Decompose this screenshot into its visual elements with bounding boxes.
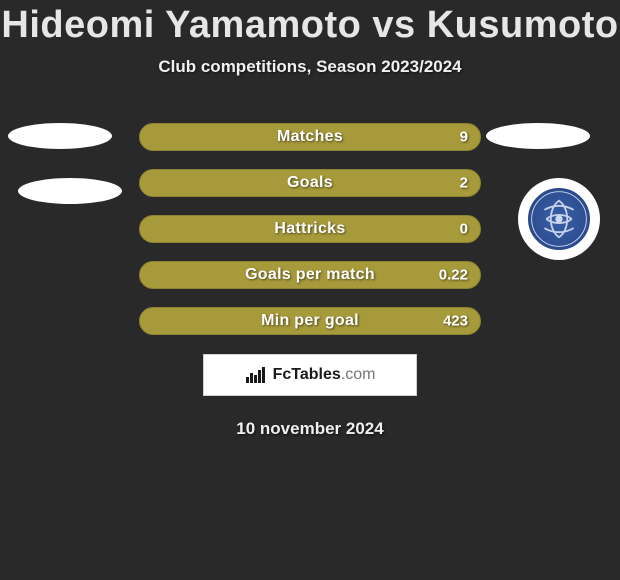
stat-row: Goals 2 [0,169,620,215]
brand-text: FcTables.com [273,366,376,384]
stat-bar: Min per goal 423 [139,307,481,335]
stat-bar: Goals per match 0.22 [139,261,481,289]
stat-label: Goals [287,174,333,192]
stat-label: Goals per match [245,266,375,284]
brand-text-suffix: .com [341,366,376,383]
brand-text-prefix: FcTables [273,366,341,383]
footer-date: 10 november 2024 [0,419,620,439]
stat-bar: Hattricks 0 [139,215,481,243]
brand-box: FcTables.com [203,354,417,396]
page-subtitle: Club competitions, Season 2023/2024 [0,57,620,77]
stat-row: Hattricks 0 [0,215,620,261]
stat-label: Matches [277,128,343,146]
page-title: Hideomi Yamamoto vs Kusumoto [0,0,620,47]
stat-value: 9 [460,129,468,146]
stat-label: Hattricks [274,220,345,238]
stat-row: Matches 9 [0,123,620,169]
stat-value: 0.22 [439,267,468,284]
stat-value: 2 [460,175,468,192]
stat-value: 423 [443,313,468,330]
stats-container: Matches 9 Goals 2 Hattricks 0 Goals per … [0,123,620,353]
stat-label: Min per goal [261,312,359,330]
brand-bars-icon [245,366,267,384]
stat-value: 0 [460,221,468,238]
stat-row: Goals per match 0.22 [0,261,620,307]
stat-bar: Matches 9 [139,123,481,151]
stat-bar: Goals 2 [139,169,481,197]
stat-row: Min per goal 423 [0,307,620,353]
